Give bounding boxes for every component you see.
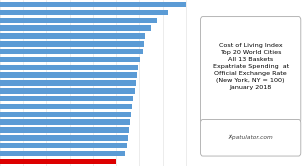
Bar — [0, 65, 138, 70]
Text: ✗patulator.com: ✗patulator.com — [228, 135, 274, 140]
Bar — [0, 159, 116, 164]
Bar — [0, 143, 126, 148]
Bar — [0, 112, 131, 117]
Bar — [0, 25, 151, 31]
Bar — [0, 127, 129, 133]
Bar — [0, 96, 133, 101]
Bar — [0, 18, 157, 23]
Bar — [0, 80, 136, 86]
Bar — [0, 33, 145, 39]
Bar — [0, 41, 144, 47]
Bar — [0, 57, 140, 62]
Bar — [0, 104, 132, 109]
Bar — [0, 119, 130, 125]
Bar — [0, 88, 135, 94]
FancyBboxPatch shape — [201, 17, 301, 123]
Bar — [0, 10, 168, 15]
Text: Cost of Living Index
Top 20 World Cities
All 13 Baskets
Expatriate Spending  at
: Cost of Living Index Top 20 World Cities… — [212, 43, 289, 90]
FancyBboxPatch shape — [201, 120, 301, 156]
Bar — [0, 2, 186, 7]
Bar — [0, 49, 143, 54]
Bar — [0, 135, 128, 141]
Bar — [0, 72, 137, 78]
Bar — [0, 151, 125, 156]
